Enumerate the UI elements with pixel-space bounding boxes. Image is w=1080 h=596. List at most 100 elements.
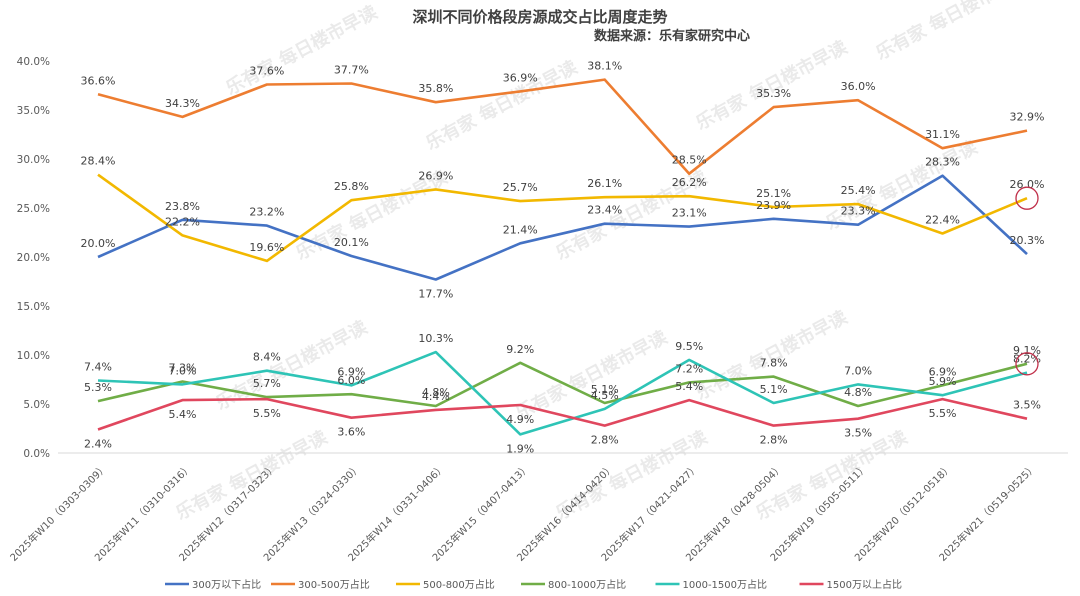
data-label: 28.5% <box>672 154 707 167</box>
data-label: 5.4% <box>168 408 196 421</box>
highlight-circle <box>1015 186 1039 210</box>
data-label: 1.9% <box>506 442 534 455</box>
data-label: 36.9% <box>503 71 538 84</box>
y-axis: 0.0% 5.0% 10.0% 15.0% 20.0% 25.0% 30.0% 35.0% 40… <box>17 56 50 460</box>
chart-subtitle: 数据来源：乐有家研究中心 <box>594 28 750 44</box>
data-label: 25.7% <box>503 181 538 194</box>
legend-label: 800-1000万占比 <box>548 578 626 591</box>
series-line <box>97 350 1028 436</box>
series-line <box>97 174 1028 281</box>
data-label: 17.7% <box>418 288 453 301</box>
data-label: 5.9% <box>929 375 957 388</box>
data-label: 23.3% <box>841 205 876 218</box>
watermark-text: 乐有家 每日楼市早读 <box>422 56 581 154</box>
series-lines <box>97 78 1028 436</box>
y-tick-label: 10.0% <box>17 350 50 362</box>
data-label: 3.5% <box>1013 399 1041 412</box>
data-label: 8.4% <box>253 351 281 364</box>
data-label: 38.1% <box>587 60 622 73</box>
data-label: 2.8% <box>591 434 619 447</box>
data-label: 23.4% <box>587 204 622 217</box>
data-label: 37.6% <box>249 65 284 78</box>
data-label: 5.5% <box>929 407 957 420</box>
legend-item[interactable]: 300-500万占比 <box>271 578 370 591</box>
data-label: 9.2% <box>506 343 534 356</box>
data-label: 4.8% <box>844 386 872 399</box>
y-tick-label: 0.0% <box>23 448 50 460</box>
data-label: 26.0% <box>1010 178 1045 191</box>
annotations <box>1015 186 1039 376</box>
legend-item[interactable]: 300万以下占比 <box>165 578 261 591</box>
data-label: 28.3% <box>925 156 960 169</box>
y-tick-label: 25.0% <box>17 203 50 215</box>
data-label: 7.0% <box>844 364 872 377</box>
y-tick-label: 30.0% <box>17 154 50 166</box>
data-label: 26.9% <box>418 169 453 182</box>
data-label: 32.9% <box>1010 111 1045 124</box>
x-tick-label: 2025年W13（0324-0330） <box>261 461 364 564</box>
data-label: 10.3% <box>418 332 453 345</box>
data-label: 7.0% <box>168 364 196 377</box>
data-label: 25.8% <box>334 180 369 193</box>
data-label: 5.3% <box>84 381 112 394</box>
data-label: 22.2% <box>165 215 200 228</box>
x-tick-label: 2025年W14（0331-0406） <box>345 461 448 564</box>
data-label: 26.1% <box>587 177 622 190</box>
data-label: 37.7% <box>334 64 369 77</box>
data-label: 3.5% <box>844 427 872 440</box>
data-label: 5.7% <box>253 377 281 390</box>
legend-item[interactable]: 800-1000万占比 <box>521 578 626 591</box>
data-label: 7.2% <box>675 362 703 375</box>
legend-item[interactable]: 1000-1500万占比 <box>655 578 768 591</box>
highlight-circle <box>1015 352 1039 376</box>
series-line <box>97 173 1028 263</box>
y-tick-label: 20.0% <box>17 252 50 264</box>
y-tick-label: 15.0% <box>17 301 50 313</box>
data-label: 25.1% <box>756 187 791 200</box>
x-tick-label: 2025年W16（0414-0420） <box>514 461 617 564</box>
data-label: 2.8% <box>760 434 788 447</box>
legend-item[interactable]: 1500万以上占比 <box>799 578 902 591</box>
data-label: 9.1% <box>1013 344 1041 357</box>
data-label: 7.3% <box>168 361 196 374</box>
data-label: 23.8% <box>165 200 200 213</box>
data-label: 22.4% <box>925 213 960 226</box>
data-label: 31.1% <box>925 128 960 141</box>
data-label: 5.1% <box>760 383 788 396</box>
data-label: 4.5% <box>591 389 619 402</box>
data-label: 6.9% <box>929 365 957 378</box>
y-tick-label: 5.0% <box>23 399 50 411</box>
data-label: 23.2% <box>249 206 284 219</box>
data-label: 36.6% <box>81 74 116 87</box>
data-label: 7.8% <box>760 357 788 370</box>
legend-label: 500-800万占比 <box>423 578 495 591</box>
x-tick-label: 2025年W21（0519-0525） <box>936 461 1039 564</box>
legend: 300万以下占比 300-500万占比 500-800万占比 800-1000万占比 1… <box>165 578 902 591</box>
data-label: 23.1% <box>672 207 707 220</box>
x-tick-label: 2025年W20（0512-0518） <box>852 461 955 564</box>
series-line <box>97 361 1028 408</box>
data-label: 35.8% <box>418 82 453 95</box>
data-label: 3.6% <box>337 426 365 439</box>
data-label: 20.1% <box>334 236 369 249</box>
chart-title: 深圳不同价格段房源成交占比周度走势 <box>412 8 667 26</box>
x-axis: 2025年W10（0303-0309）2025年W11（0310-0316）20… <box>7 461 1039 564</box>
data-label: 34.3% <box>165 97 200 110</box>
legend-label: 300万以下占比 <box>192 578 261 591</box>
watermark-text: 乐有家 每日楼市早读 <box>872 0 1031 64</box>
legend-label: 300-500万占比 <box>298 578 370 591</box>
data-label: 21.4% <box>503 223 538 236</box>
legend-label: 1000-1500万占比 <box>683 578 768 591</box>
data-label: 19.6% <box>249 241 284 254</box>
data-label: 20.0% <box>81 237 116 250</box>
data-label: 26.2% <box>672 176 707 189</box>
data-label: 2.4% <box>84 437 112 450</box>
data-label: 7.4% <box>84 360 112 373</box>
data-label: 4.9% <box>506 413 534 426</box>
y-tick-label: 35.0% <box>17 105 50 117</box>
series-line <box>97 78 1028 175</box>
data-label: 23.9% <box>756 199 791 212</box>
legend-item[interactable]: 500-800万占比 <box>396 578 495 591</box>
legend-label: 1500万以上占比 <box>827 578 902 591</box>
